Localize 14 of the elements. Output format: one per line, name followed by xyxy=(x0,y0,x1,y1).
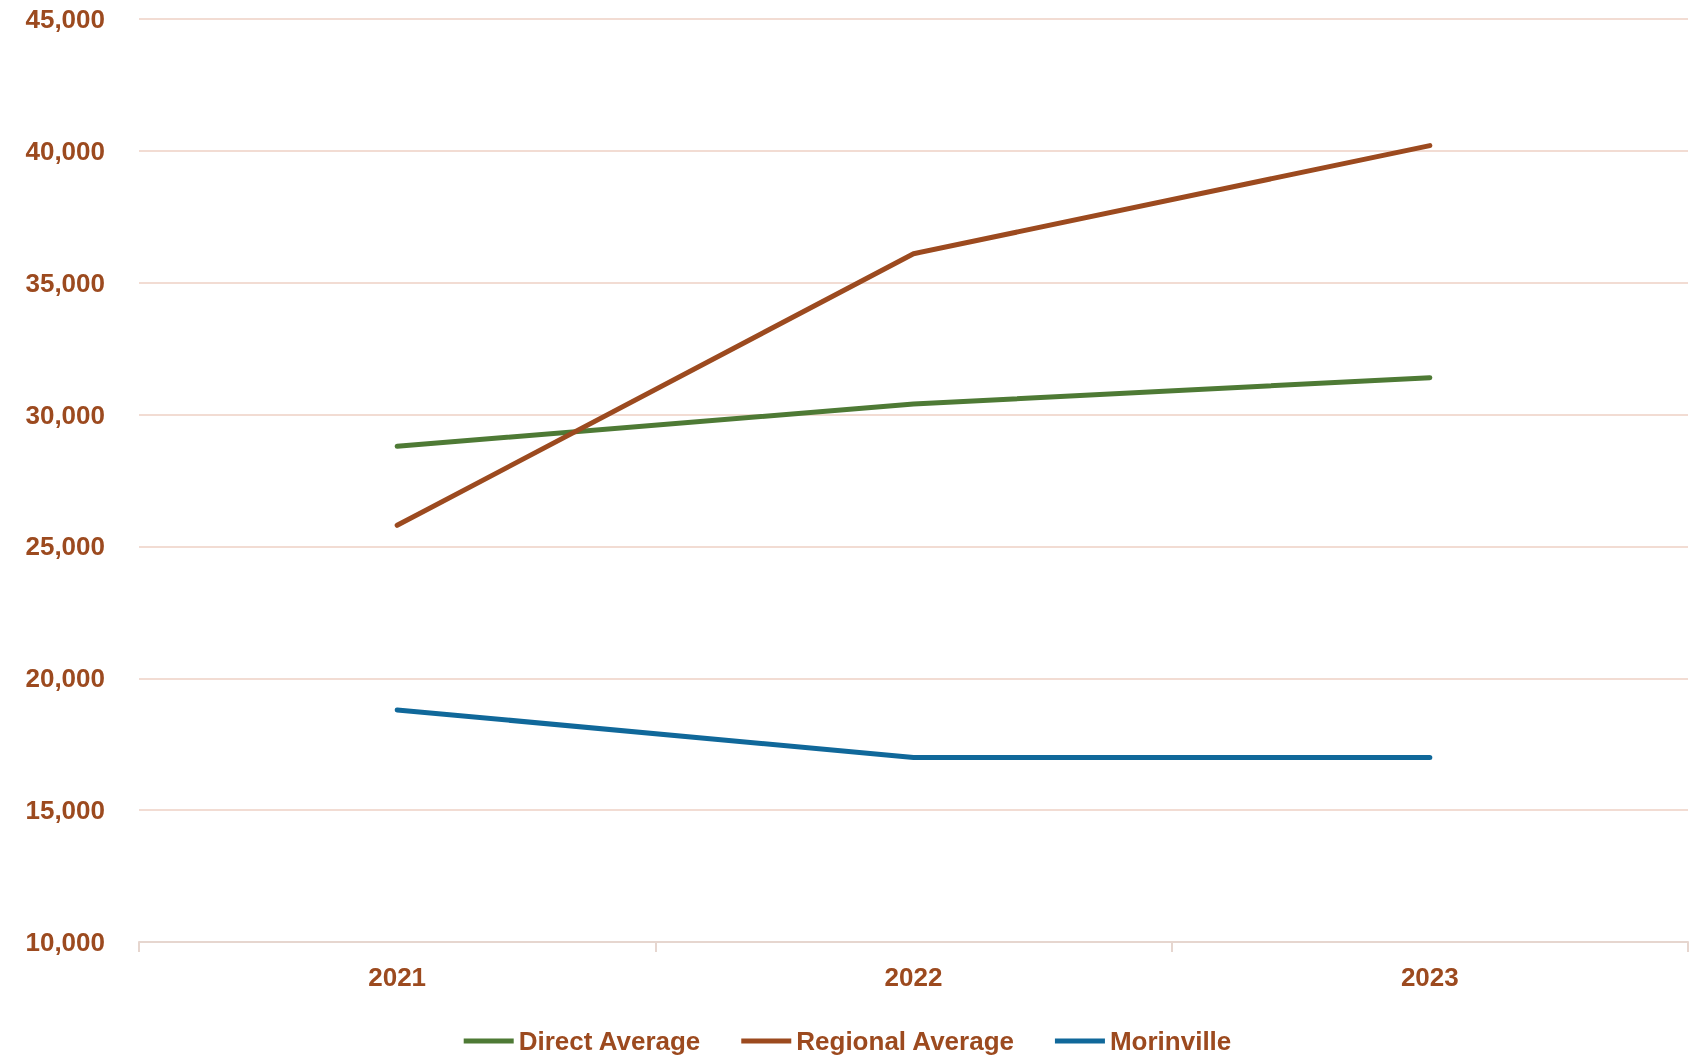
x-tick-label: 2023 xyxy=(1400,962,1459,992)
legend-label: Regional Average xyxy=(796,1026,1014,1056)
y-tick-label: 20,000 xyxy=(25,663,105,694)
y-tick-label: 35,000 xyxy=(25,267,105,298)
y-tick-label: 15,000 xyxy=(25,795,105,826)
legend-label: Direct Average xyxy=(518,1026,701,1056)
y-tick-label: 40,000 xyxy=(25,135,105,166)
x-tick-label: 2021 xyxy=(368,962,427,992)
x-tick-label: 2022 xyxy=(884,962,943,992)
y-tick-label: 30,000 xyxy=(25,399,105,430)
y-tick-label: 25,000 xyxy=(25,531,105,562)
y-tick-label: 10,000 xyxy=(25,927,105,957)
legend-label: Morinville xyxy=(1109,1026,1232,1056)
y-tick-label: 45,000 xyxy=(25,4,105,34)
